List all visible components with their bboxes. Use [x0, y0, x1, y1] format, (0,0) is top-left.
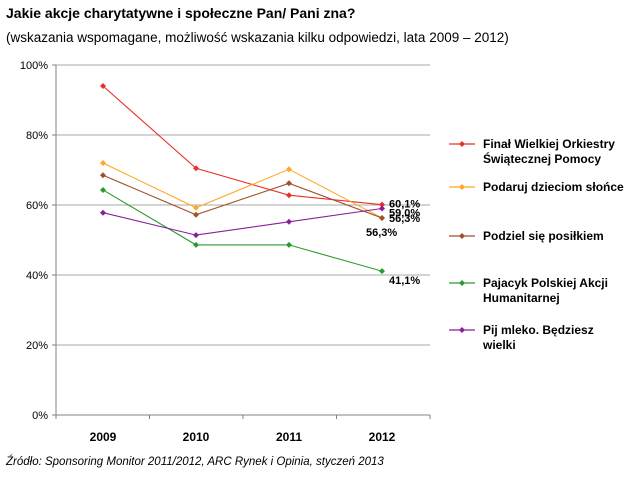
series-line: [102, 189, 383, 272]
legend-label: Pij mleko. Będziesz: [483, 323, 594, 337]
y-tick-label: 100%: [20, 60, 48, 72]
data-point: [379, 268, 385, 275]
series-line: [102, 207, 383, 236]
legend-swatch-marker: [459, 141, 465, 147]
x-tick-label: 2011: [276, 430, 302, 444]
legend-label: Humanitarnej: [483, 291, 560, 305]
legend-swatch-marker: [459, 327, 465, 333]
y-tick-label: 60%: [26, 200, 48, 212]
y-tick-label: 40%: [26, 270, 48, 282]
x-tick-label: 2012: [369, 430, 396, 444]
legend-label: Pajacyk Polskiej Akcji: [483, 276, 608, 290]
x-axis-ticks: 2009 2010 2011 2012: [55, 415, 431, 444]
x-tick-label: 2010: [183, 430, 210, 444]
data-point: [193, 165, 199, 172]
y-tick-label: 80%: [26, 130, 48, 142]
series-line: [102, 85, 383, 206]
data-label: 59,0%: [389, 208, 420, 220]
y-tick-label: 0%: [32, 410, 48, 422]
data-point: [193, 204, 199, 211]
chart-title: Jakie akcje charytatywne i społeczne Pan…: [6, 5, 356, 21]
legend-item: Podaruj dzieciom słońce: [449, 180, 624, 194]
series-line: [102, 162, 383, 219]
chart-subtitle: (wskazania wspomagane, możliwość wskazan…: [6, 30, 509, 45]
source-note: Źródło: Sponsoring Monitor 2011/2012, AR…: [6, 456, 384, 468]
legend-swatch-marker: [459, 280, 465, 286]
data-point: [286, 192, 292, 199]
series-line: [102, 174, 383, 219]
data-point: [100, 209, 106, 216]
gridlines: [56, 64, 430, 346]
data-point: [100, 83, 106, 89]
legend-label: wielki: [482, 338, 516, 352]
data-point: [286, 166, 292, 173]
data-label: 60,1%: [389, 199, 420, 211]
data-label: 56,3%: [366, 227, 397, 239]
x-tick-label: 2009: [90, 430, 117, 444]
data-point: [100, 172, 106, 179]
data-label: 41,1%: [389, 275, 420, 287]
data-point: [193, 232, 199, 239]
data-point: [193, 241, 199, 248]
legend-swatch-marker: [459, 233, 465, 239]
y-tick-label: 20%: [26, 340, 48, 352]
legend-label: Świątecznej Pomocy: [483, 151, 601, 166]
legend-label: Podziel się posiłkiem: [483, 229, 604, 243]
data-point: [100, 160, 106, 166]
y-axis-ticks: 0% 20% 40% 60% 80% 100%: [20, 60, 56, 422]
data-point: [379, 214, 385, 221]
data-point: [193, 211, 199, 218]
legend-swatch-marker: [459, 184, 465, 190]
axes: [55, 65, 430, 416]
legend-item: Podziel się posiłkiem: [449, 229, 604, 243]
data-point: [286, 241, 292, 248]
data-labels: 60,1% 56,3% 56,3% 41,1% 59,0%: [366, 199, 420, 288]
data-point: [286, 218, 292, 225]
data-point: [379, 205, 385, 212]
series-lines: [100, 83, 385, 275]
data-point: [100, 186, 106, 193]
data-label: 56,3%: [389, 213, 420, 225]
data-point: [286, 180, 292, 187]
data-point: [379, 201, 385, 208]
legend-label: Podaruj dzieciom słońce: [483, 180, 624, 194]
legend-label: Finał Wielkiej Orkiestry: [483, 137, 615, 151]
